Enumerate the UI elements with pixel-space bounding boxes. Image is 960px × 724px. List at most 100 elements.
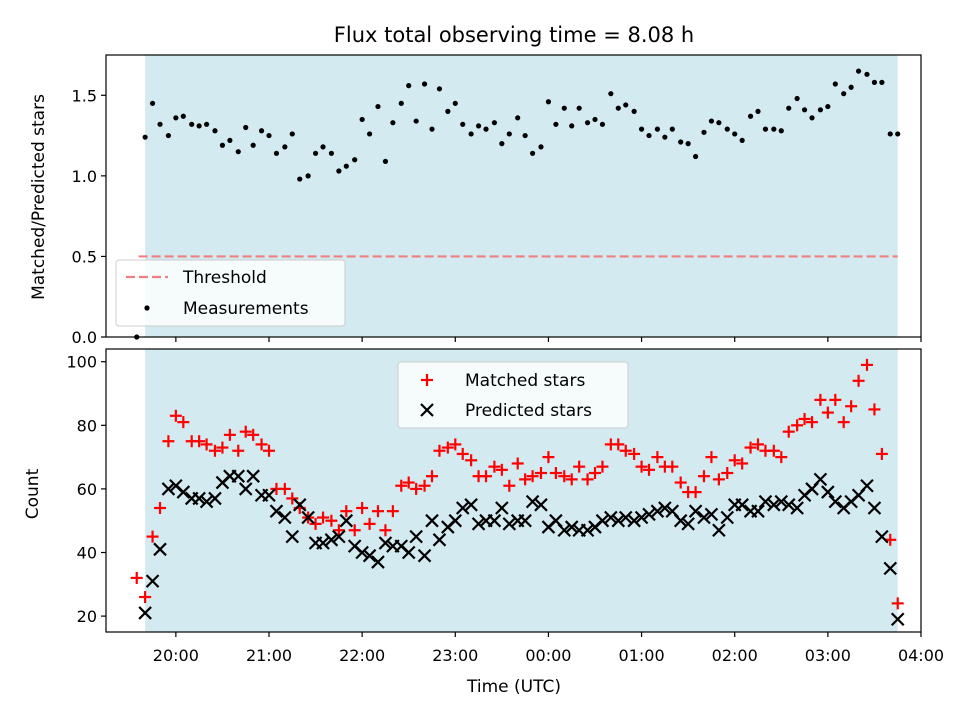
matched-star-point bbox=[581, 473, 594, 486]
x-axis-label: Time (UTC) bbox=[466, 677, 561, 697]
predicted-star-point bbox=[199, 494, 214, 509]
predicted-star-point bbox=[828, 494, 843, 509]
predicted-star-point bbox=[564, 520, 579, 534]
predicted-star-point bbox=[604, 510, 618, 525]
matched-star-point bbox=[386, 505, 399, 518]
matched-star-point bbox=[837, 416, 850, 429]
predicted-star-point bbox=[355, 545, 369, 560]
measurement-point bbox=[794, 95, 800, 102]
predicted-star-point bbox=[145, 574, 160, 588]
y-ticks-bottom: 20 40 60 80 100 bbox=[66, 353, 106, 626]
y-tick-label-bottom: 100 bbox=[66, 353, 97, 372]
measurement-point bbox=[180, 113, 186, 119]
matched-star-point bbox=[534, 467, 547, 480]
predicted-star-point bbox=[774, 494, 789, 509]
measurement-point bbox=[825, 103, 831, 110]
matched-star-point bbox=[371, 505, 384, 518]
matched-star-point bbox=[767, 444, 780, 457]
measurement-point bbox=[375, 103, 381, 110]
matched-star-point bbox=[239, 425, 252, 438]
matched-star-point bbox=[232, 444, 245, 457]
matched-star-point bbox=[278, 482, 291, 495]
matched-star-point bbox=[821, 406, 834, 419]
measurement-point bbox=[646, 132, 652, 139]
axes-frame-bottom bbox=[105, 348, 922, 633]
predicted-star-point bbox=[362, 548, 377, 563]
predicted-star-point bbox=[821, 485, 835, 499]
matched-star-point bbox=[325, 514, 338, 527]
measurement-point bbox=[654, 126, 661, 132]
measurement-point bbox=[227, 137, 233, 144]
matched-star-point bbox=[511, 457, 524, 470]
matched-star-point bbox=[495, 463, 508, 476]
matched-star-point bbox=[309, 517, 322, 530]
measurement-point bbox=[282, 144, 288, 150]
predicted-star-point bbox=[673, 513, 688, 528]
matched-star-point bbox=[465, 454, 478, 467]
measurement-point bbox=[189, 121, 195, 127]
measurement-point bbox=[762, 126, 769, 132]
measurement-points bbox=[134, 68, 901, 340]
predicted-star-point bbox=[269, 504, 284, 518]
x-tick-label: 04:00 bbox=[898, 646, 944, 665]
y-tick-label-bottom: 40 bbox=[77, 544, 97, 563]
measurement-point bbox=[320, 144, 326, 150]
predicted-star-point bbox=[378, 536, 393, 550]
matched-star-point bbox=[852, 374, 865, 387]
matched-star-point bbox=[721, 467, 734, 480]
measurement-point bbox=[623, 102, 629, 108]
predicted-star-point bbox=[525, 494, 540, 509]
measurement-point bbox=[817, 107, 824, 113]
measurement-point bbox=[685, 141, 691, 147]
measurement-point bbox=[398, 100, 404, 106]
predicted-star-point bbox=[650, 504, 665, 518]
matched-star-point bbox=[860, 358, 873, 371]
measurement-point bbox=[475, 123, 482, 129]
matched-star-point bbox=[356, 501, 369, 514]
matched-star-point bbox=[426, 470, 438, 483]
matched-star-point bbox=[193, 435, 206, 448]
matched-star-point bbox=[456, 447, 469, 460]
matched-star-point bbox=[845, 400, 858, 413]
matched-star-point bbox=[488, 460, 501, 473]
predicted-star-point bbox=[432, 533, 447, 547]
predicted-star-point bbox=[867, 501, 882, 515]
predicted-star-point bbox=[758, 494, 773, 509]
measurement-point bbox=[273, 150, 280, 156]
measurement-point bbox=[297, 176, 303, 182]
measurement-point bbox=[483, 126, 489, 132]
measurement-point bbox=[584, 120, 591, 126]
x-ticks-top bbox=[175, 337, 922, 342]
measurement-point bbox=[599, 121, 606, 127]
measurement-point bbox=[390, 120, 396, 126]
x-tick-label: 03:00 bbox=[805, 646, 851, 665]
matched-star-point bbox=[674, 476, 687, 489]
predicted-star-point bbox=[292, 498, 307, 512]
matched-star-point bbox=[712, 473, 725, 486]
matched-star-point bbox=[169, 409, 182, 422]
matched-star-point bbox=[791, 419, 804, 432]
measurement-point bbox=[778, 128, 784, 134]
measurement-point bbox=[553, 121, 559, 127]
predicted-star-point bbox=[502, 517, 517, 531]
measurement-point bbox=[515, 115, 521, 121]
matched-star-point bbox=[589, 467, 601, 480]
measurement-point bbox=[732, 131, 738, 137]
chart-title: Flux total observing time = 8.08 h bbox=[334, 23, 694, 47]
matched-star-point bbox=[332, 524, 345, 537]
measurement-point bbox=[258, 128, 265, 134]
matched-star-point bbox=[410, 482, 423, 495]
matched-star-point bbox=[395, 479, 408, 492]
measurement-point bbox=[157, 121, 163, 127]
matched-star-point bbox=[363, 517, 376, 530]
measurement-point bbox=[173, 115, 179, 121]
y-axis-label-top: Matched/Predicted stars bbox=[29, 94, 49, 300]
predicted-stars-points bbox=[138, 469, 905, 627]
matched-star-point bbox=[130, 571, 143, 584]
measurement-point bbox=[445, 108, 451, 114]
predicted-star-point bbox=[627, 513, 641, 528]
matched-star-point bbox=[829, 393, 842, 406]
x-tick-label: 20:00 bbox=[153, 646, 199, 665]
measurement-point bbox=[739, 137, 745, 144]
